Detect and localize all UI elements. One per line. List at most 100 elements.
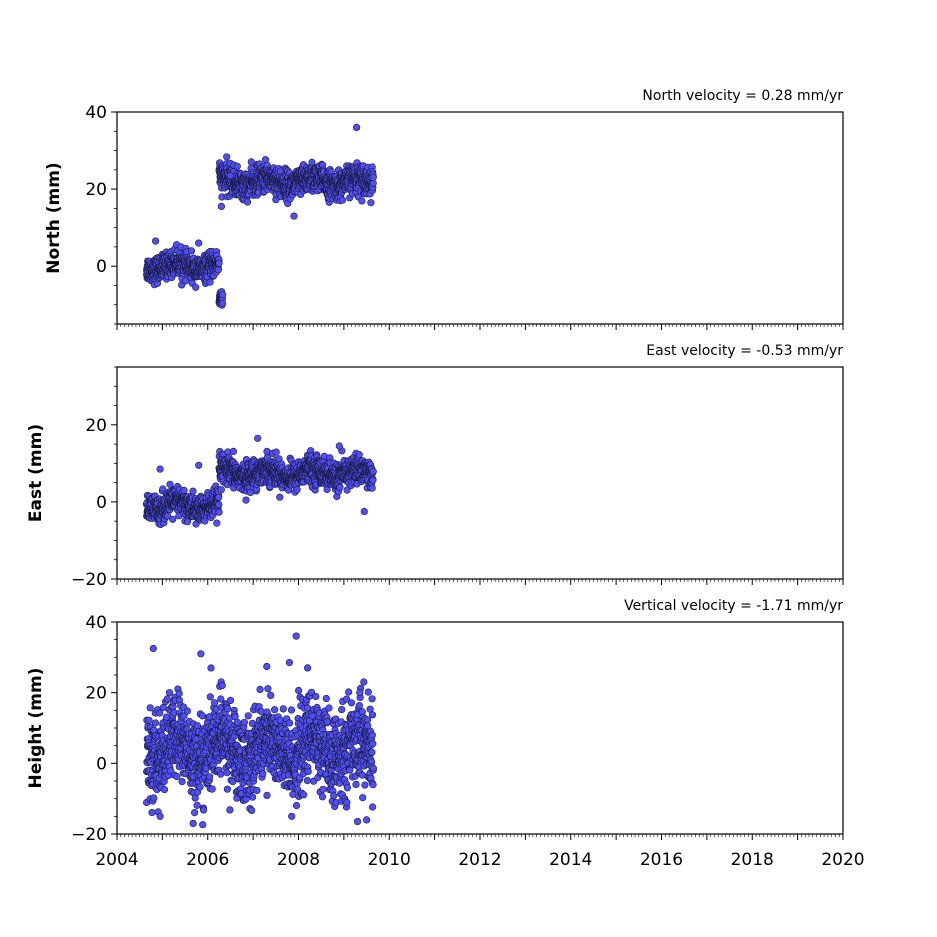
height-data-point — [253, 786, 261, 795]
height-data-point — [149, 644, 157, 653]
north-data-point — [192, 283, 200, 291]
height-data-point — [145, 716, 153, 724]
height-data-point — [368, 711, 377, 719]
height-data-point — [318, 793, 327, 801]
height-data-point — [352, 780, 360, 789]
north-data-point — [195, 239, 203, 247]
north-data-point — [219, 299, 227, 307]
height-data-point — [244, 712, 252, 720]
height-data-point — [175, 689, 183, 698]
east-data-point — [169, 515, 177, 523]
east-data-point — [254, 434, 262, 442]
height-data-point — [189, 819, 197, 828]
height-data-point — [300, 791, 308, 799]
east-data-point — [368, 484, 376, 492]
height-data-point — [347, 699, 356, 707]
north-axis-label: North (mm) — [44, 162, 64, 273]
height-data-point — [206, 693, 214, 701]
height-data-point — [196, 783, 204, 791]
height-data-point — [267, 691, 275, 700]
height-data-point — [325, 704, 333, 712]
height-data-point — [249, 793, 257, 801]
height-data-point — [263, 791, 271, 800]
height-data-point — [304, 664, 312, 672]
height-data-point — [178, 777, 186, 786]
east-y-tick-label: 20 — [85, 416, 107, 436]
height-data-point — [285, 658, 294, 667]
height-data-point — [162, 713, 171, 721]
east-data-point — [272, 448, 280, 456]
height-data-point — [330, 792, 338, 800]
east-points — [142, 434, 377, 529]
height-data-point — [148, 808, 156, 817]
east-y-tick-label: 0 — [96, 493, 107, 513]
east-data-point — [293, 486, 301, 494]
height-data-point — [312, 692, 320, 701]
north-data-point — [290, 212, 298, 220]
height-data-point — [223, 785, 231, 793]
east-data-point — [215, 493, 223, 501]
east-y-tick-label: −20 — [71, 570, 107, 590]
north-data-point — [226, 172, 234, 180]
height-data-point — [368, 748, 376, 756]
height-data-point — [369, 803, 377, 811]
height-data-point — [217, 770, 225, 778]
height-data-point — [369, 781, 377, 789]
height-data-point — [248, 806, 256, 815]
north-data-point — [369, 173, 377, 181]
height-data-point — [173, 772, 181, 781]
height-data-point — [233, 718, 241, 726]
north-velocity-title: North velocity = 0.28 mm/yr — [642, 88, 843, 104]
height-data-point — [151, 719, 160, 727]
height-data-point — [343, 798, 351, 807]
height-data-point — [364, 688, 372, 696]
height-data-point — [200, 806, 208, 814]
height-data-point — [364, 716, 372, 724]
height-data-point — [197, 650, 205, 658]
height-data-point — [356, 689, 364, 697]
height-data-point — [240, 718, 248, 726]
north-data-point — [152, 237, 160, 245]
east-data-point — [360, 507, 368, 516]
height-data-point — [199, 821, 207, 829]
height-data-point — [338, 705, 346, 714]
height-data-point — [163, 695, 171, 703]
height-data-point — [160, 785, 169, 794]
north-data-point — [214, 266, 222, 274]
height-data-point — [295, 686, 303, 695]
height-data-point — [359, 794, 367, 802]
east-velocity-title: East velocity = -0.53 mm/yr — [646, 343, 843, 359]
height-data-point — [355, 701, 364, 710]
height-data-point — [191, 808, 199, 817]
east-data-point — [215, 508, 223, 516]
height-data-point — [292, 632, 300, 640]
east-axis-label: East (mm) — [26, 424, 46, 522]
height-data-point — [279, 705, 287, 713]
height-data-point — [156, 812, 164, 820]
north-data-point — [187, 247, 196, 255]
east-data-point — [195, 461, 203, 469]
height-y-tick-label: 40 — [85, 613, 107, 633]
height-data-point — [363, 816, 371, 824]
height-data-point — [223, 769, 231, 777]
height-data-point — [208, 785, 216, 793]
height-y-tick-label: 0 — [96, 754, 107, 774]
east-data-point — [217, 486, 225, 494]
height-data-point — [304, 767, 312, 776]
height-y-tick-label: 20 — [85, 684, 107, 704]
north-data-point — [243, 198, 252, 206]
east-data-point — [336, 483, 344, 491]
east-data-point — [335, 442, 343, 450]
height-data-point — [369, 764, 377, 772]
north-data-point — [369, 179, 377, 187]
north-data-point — [338, 196, 347, 204]
height-data-point — [218, 681, 226, 690]
height-data-point — [183, 707, 191, 715]
height-data-point — [264, 685, 272, 693]
height-data-point — [343, 784, 352, 792]
height-data-point — [256, 685, 264, 694]
north-data-point — [358, 197, 366, 205]
